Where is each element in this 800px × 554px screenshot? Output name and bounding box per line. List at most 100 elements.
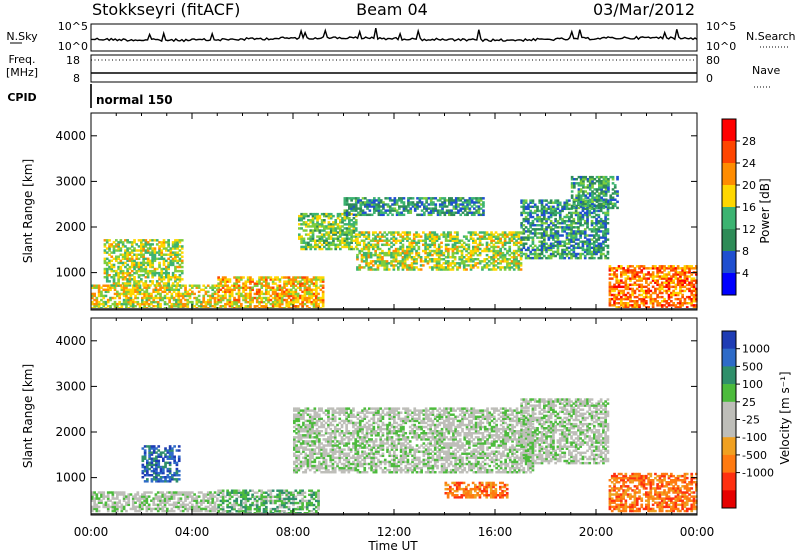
power-cell bbox=[357, 213, 360, 217]
power-cell bbox=[153, 259, 157, 263]
power-cell bbox=[388, 205, 392, 208]
power-cell bbox=[622, 297, 625, 301]
power-cell bbox=[624, 285, 628, 289]
power-cell bbox=[336, 217, 340, 220]
power-cell bbox=[374, 260, 377, 263]
power-cell bbox=[568, 203, 571, 206]
velocity-cell bbox=[170, 495, 174, 498]
power-cell bbox=[683, 279, 687, 282]
power-cell bbox=[602, 194, 606, 197]
power-cell bbox=[110, 259, 114, 263]
power-cell bbox=[456, 266, 459, 269]
power-cell bbox=[604, 200, 608, 204]
power-cell bbox=[165, 259, 168, 263]
velocity-cell bbox=[186, 497, 190, 500]
power-cell bbox=[191, 284, 194, 287]
power-cell bbox=[343, 213, 347, 217]
power-cell bbox=[105, 247, 109, 250]
power-cell bbox=[522, 246, 526, 250]
power-cell bbox=[690, 300, 694, 303]
power-cell bbox=[615, 281, 619, 284]
power-cell bbox=[163, 288, 167, 292]
power-cell bbox=[308, 298, 311, 302]
power-cell bbox=[383, 266, 387, 269]
power-cell bbox=[419, 264, 423, 267]
power-cell bbox=[160, 276, 164, 279]
power-cell bbox=[127, 300, 131, 304]
power-cell bbox=[387, 231, 391, 234]
power-cell bbox=[400, 213, 403, 217]
power-cell bbox=[334, 233, 338, 236]
power-cell bbox=[415, 231, 418, 234]
power-cell bbox=[608, 267, 612, 270]
power-cell bbox=[466, 213, 469, 217]
velocity-cell bbox=[111, 493, 115, 496]
power-cell bbox=[599, 230, 603, 233]
power-cell bbox=[129, 290, 133, 294]
power-cell bbox=[466, 205, 469, 208]
velocity-cell bbox=[188, 493, 192, 496]
velocity-cell bbox=[125, 503, 128, 507]
power-cell bbox=[392, 268, 396, 271]
power-cell bbox=[219, 300, 223, 304]
power-cell bbox=[458, 249, 462, 253]
power-cell bbox=[679, 267, 682, 270]
power-cell bbox=[383, 268, 387, 271]
power-cell bbox=[230, 294, 234, 298]
power-cell bbox=[595, 230, 598, 233]
power-cell bbox=[582, 206, 585, 210]
power-cell bbox=[582, 180, 585, 183]
power-cell bbox=[617, 306, 621, 309]
power-cell bbox=[479, 213, 483, 217]
velocity-cell bbox=[181, 505, 185, 509]
power-cell bbox=[545, 246, 548, 250]
power-cell bbox=[339, 231, 342, 234]
velocity-cell bbox=[221, 495, 225, 499]
power-cell bbox=[597, 209, 601, 213]
power-cell bbox=[305, 292, 309, 296]
power-cell bbox=[271, 296, 275, 300]
power-cell bbox=[458, 256, 462, 259]
power-cell bbox=[117, 257, 120, 261]
power-cell bbox=[442, 233, 446, 236]
power-cell bbox=[549, 199, 553, 202]
power-cell bbox=[554, 226, 557, 229]
power-cell bbox=[290, 284, 293, 287]
power-cell bbox=[343, 199, 347, 202]
power-cell bbox=[651, 306, 655, 309]
power-cell bbox=[458, 264, 462, 267]
power-cell bbox=[615, 277, 619, 280]
power-cell bbox=[588, 204, 592, 208]
power-cell bbox=[398, 213, 401, 217]
power-cell bbox=[327, 237, 331, 240]
power-cell bbox=[467, 260, 471, 263]
power-cell bbox=[467, 251, 471, 255]
power-cell bbox=[149, 251, 152, 254]
power-cell bbox=[492, 233, 496, 236]
power-cell bbox=[307, 223, 310, 226]
power-cell bbox=[300, 241, 303, 245]
power-cell bbox=[517, 241, 521, 245]
power-cell bbox=[563, 228, 567, 231]
power-cell bbox=[658, 265, 662, 268]
power-cell bbox=[350, 197, 353, 200]
power-cell bbox=[155, 267, 159, 271]
power-cell bbox=[235, 276, 239, 279]
velocity-cell bbox=[237, 507, 241, 511]
power-cell bbox=[588, 192, 592, 195]
power-cell bbox=[171, 261, 175, 265]
power-cell bbox=[378, 256, 382, 259]
power-cell bbox=[398, 207, 401, 210]
power-cell bbox=[360, 239, 364, 242]
velocity-cell bbox=[111, 491, 115, 494]
power-cell bbox=[146, 249, 150, 252]
power-cell bbox=[672, 279, 675, 282]
power-cell bbox=[151, 253, 154, 256]
power-cell bbox=[327, 227, 331, 230]
power-cell bbox=[604, 215, 607, 219]
power-cell bbox=[191, 286, 194, 289]
velocity-cell bbox=[156, 507, 160, 511]
power-cell bbox=[392, 251, 396, 255]
power-cell bbox=[577, 244, 580, 248]
power-cell bbox=[531, 199, 535, 202]
